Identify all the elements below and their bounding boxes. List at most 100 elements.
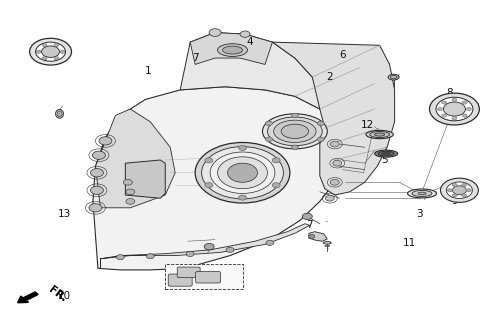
Bar [165, 264, 242, 289]
Ellipse shape [370, 132, 390, 138]
Circle shape [462, 114, 467, 117]
Circle shape [54, 44, 59, 47]
Polygon shape [190, 33, 272, 64]
Circle shape [238, 195, 246, 200]
Circle shape [452, 194, 457, 197]
Ellipse shape [388, 74, 399, 80]
Circle shape [309, 235, 315, 238]
Text: 5: 5 [382, 155, 388, 165]
Circle shape [272, 158, 280, 163]
Circle shape [89, 204, 102, 212]
Circle shape [210, 152, 275, 194]
FancyBboxPatch shape [196, 271, 220, 283]
Circle shape [330, 180, 340, 185]
Circle shape [90, 169, 104, 177]
Ellipse shape [222, 46, 242, 54]
Ellipse shape [56, 109, 64, 118]
Circle shape [266, 240, 274, 245]
Polygon shape [126, 160, 165, 198]
Ellipse shape [262, 114, 328, 149]
Ellipse shape [418, 192, 426, 195]
Circle shape [209, 29, 221, 36]
Ellipse shape [382, 152, 390, 155]
Ellipse shape [374, 133, 384, 136]
Circle shape [30, 38, 72, 65]
Circle shape [318, 121, 324, 125]
Ellipse shape [378, 151, 394, 156]
Circle shape [116, 255, 124, 260]
Circle shape [292, 113, 298, 118]
Circle shape [126, 189, 135, 195]
Circle shape [99, 137, 112, 145]
Text: 7: 7 [306, 220, 313, 230]
Circle shape [266, 137, 272, 141]
Ellipse shape [408, 189, 436, 198]
Circle shape [326, 196, 334, 201]
Polygon shape [180, 33, 320, 109]
Circle shape [60, 50, 65, 53]
Circle shape [466, 108, 471, 111]
Text: 13: 13 [58, 209, 71, 219]
Circle shape [436, 97, 473, 121]
Ellipse shape [366, 130, 394, 139]
Circle shape [292, 145, 298, 149]
Text: 10: 10 [58, 292, 71, 301]
Circle shape [462, 194, 466, 197]
Ellipse shape [268, 117, 322, 146]
Circle shape [272, 183, 280, 188]
Circle shape [330, 141, 340, 147]
Ellipse shape [324, 242, 332, 244]
Text: 3: 3 [416, 209, 423, 219]
Circle shape [442, 101, 446, 104]
Circle shape [452, 117, 457, 120]
FancyBboxPatch shape [177, 267, 200, 277]
Circle shape [90, 186, 104, 195]
Circle shape [266, 121, 272, 125]
Circle shape [146, 254, 154, 259]
Circle shape [462, 183, 466, 187]
Circle shape [333, 160, 342, 166]
FancyBboxPatch shape [168, 274, 192, 286]
Ellipse shape [390, 76, 397, 79]
Text: 8: 8 [446, 88, 453, 98]
Circle shape [202, 147, 283, 199]
Polygon shape [96, 109, 175, 208]
Circle shape [36, 42, 66, 61]
Polygon shape [100, 224, 310, 268]
Ellipse shape [57, 111, 62, 117]
Ellipse shape [374, 150, 398, 157]
FancyArrow shape [18, 292, 38, 303]
Circle shape [448, 189, 452, 192]
Circle shape [466, 189, 471, 192]
Circle shape [318, 137, 324, 141]
Text: 12: 12 [360, 120, 374, 130]
Circle shape [92, 151, 106, 159]
Text: 1: 1 [144, 66, 151, 76]
Text: 2: 2 [326, 72, 333, 82]
Circle shape [444, 102, 466, 116]
Text: 11: 11 [403, 238, 416, 248]
Circle shape [186, 252, 194, 257]
Text: 6: 6 [339, 50, 345, 60]
Circle shape [126, 198, 135, 204]
Circle shape [228, 163, 258, 182]
Ellipse shape [412, 190, 432, 196]
Ellipse shape [325, 245, 330, 247]
Circle shape [195, 142, 290, 203]
Circle shape [438, 108, 442, 111]
Polygon shape [93, 87, 340, 270]
Ellipse shape [281, 124, 308, 139]
Circle shape [462, 101, 467, 104]
Circle shape [430, 93, 480, 125]
Text: FR.: FR. [47, 285, 68, 304]
Circle shape [42, 44, 47, 47]
Circle shape [446, 182, 472, 198]
Text: 7: 7 [192, 53, 198, 63]
Circle shape [226, 247, 234, 252]
Circle shape [54, 57, 59, 60]
Circle shape [218, 157, 268, 189]
Text: 4: 4 [246, 37, 254, 47]
Circle shape [452, 183, 457, 187]
Circle shape [42, 46, 60, 57]
Circle shape [205, 158, 213, 163]
